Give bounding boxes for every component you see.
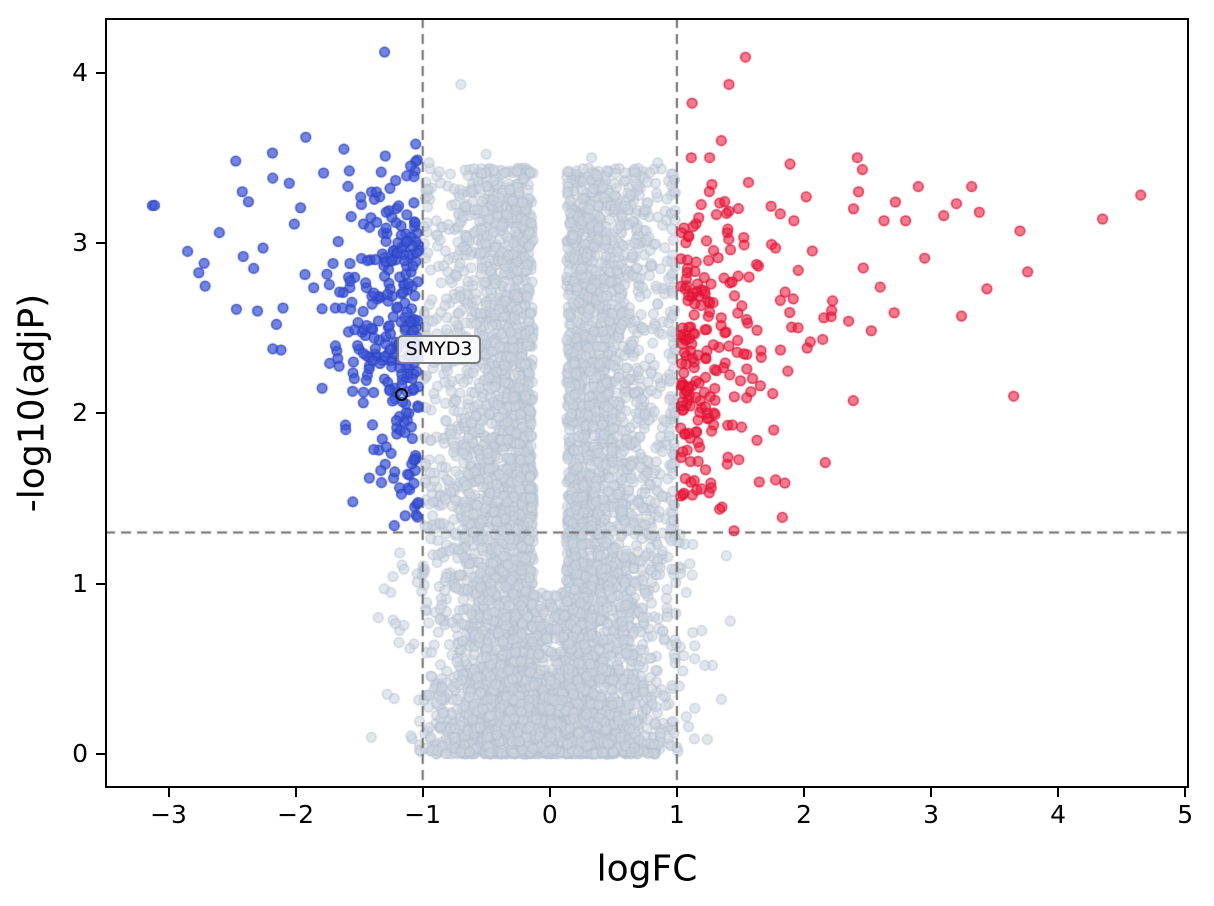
x-tick-label: 5 <box>1177 800 1194 829</box>
x-tick-mark <box>1184 788 1187 797</box>
scatter-points-canvas <box>105 18 1189 788</box>
x-tick-mark <box>294 788 297 797</box>
y-tick-label: 3 <box>72 227 88 257</box>
x-axis-label: logFC <box>596 848 698 890</box>
x-tick-label: −2 <box>277 800 315 829</box>
y-tick-mark <box>96 71 105 74</box>
x-tick-mark <box>167 788 170 797</box>
y-tick-label: 0 <box>72 738 88 768</box>
x-tick-label: 4 <box>1050 800 1067 829</box>
x-tick-label: −1 <box>404 800 442 829</box>
y-tick-mark <box>96 582 105 585</box>
plot-area: SMYD3 <box>105 18 1189 788</box>
x-tick-label: 1 <box>668 800 685 829</box>
x-tick-label: 2 <box>795 800 812 829</box>
x-tick-label: 3 <box>923 800 939 829</box>
y-tick-mark <box>96 412 105 415</box>
y-tick-label: 2 <box>72 398 88 428</box>
x-tick-mark <box>421 788 424 797</box>
x-tick-mark <box>802 788 805 797</box>
x-tick-mark <box>548 788 551 797</box>
x-tick-mark <box>930 788 933 797</box>
gene-annotation-label: SMYD3 <box>396 334 482 364</box>
x-tick-mark <box>675 788 678 797</box>
y-tick-mark <box>96 241 105 244</box>
x-tick-mark <box>1057 788 1060 797</box>
highlighted-point-marker <box>394 387 408 401</box>
x-tick-label: −3 <box>150 800 187 829</box>
y-tick-mark <box>96 752 105 755</box>
y-tick-label: 1 <box>72 568 88 598</box>
x-tick-label: 0 <box>541 800 558 829</box>
y-tick-label: 4 <box>72 57 88 87</box>
gene-annotation-text: SMYD3 <box>405 337 473 360</box>
